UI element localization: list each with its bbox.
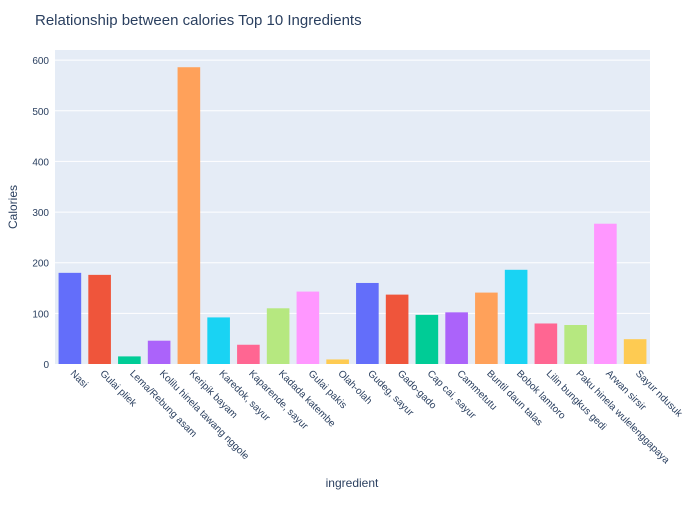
- gridlines: [55, 59, 650, 314]
- y-tick-label: 300: [32, 208, 49, 219]
- bar-5[interactable]: [177, 67, 201, 364]
- bar-1[interactable]: [58, 272, 82, 364]
- y-tick-label: 500: [32, 107, 49, 118]
- bar-19[interactable]: [594, 223, 617, 364]
- bar-17[interactable]: [534, 323, 558, 364]
- bar-13[interactable]: [415, 314, 439, 364]
- bar-10[interactable]: [326, 359, 349, 364]
- bar-4[interactable]: [147, 340, 171, 364]
- plot-area: [55, 50, 650, 364]
- bar-16[interactable]: [504, 269, 528, 364]
- y-tick-label: 600: [32, 56, 49, 67]
- bar-2[interactable]: [88, 274, 111, 364]
- y-tick-labels: 0 100 200 300 400 500 600: [32, 56, 49, 371]
- bar-20[interactable]: [623, 339, 647, 364]
- y-tick-label: 0: [43, 360, 49, 371]
- bar-15[interactable]: [475, 292, 498, 364]
- bar-7[interactable]: [237, 344, 260, 364]
- bar-18[interactable]: [564, 325, 587, 364]
- chart-title: Relationship between calories Top 10 Ing…: [35, 12, 362, 29]
- y-axis-title: Calories: [6, 185, 20, 229]
- bar-9[interactable]: [296, 291, 320, 364]
- y-tick-label: 100: [32, 309, 49, 320]
- x-tick-label: Nasi: [68, 368, 90, 390]
- y-tick-label: 200: [32, 259, 49, 270]
- x-axis-title: ingredient: [326, 476, 379, 490]
- bar-12[interactable]: [385, 294, 409, 364]
- y-tick-label: 400: [32, 157, 49, 168]
- bar-3[interactable]: [118, 356, 141, 364]
- bar-6[interactable]: [207, 317, 230, 364]
- bar-14[interactable]: [445, 312, 468, 364]
- bar-11[interactable]: [356, 282, 379, 364]
- x-tick-label: Karedok, sayur: [217, 368, 273, 424]
- bar-8[interactable]: [266, 308, 290, 364]
- bars: [58, 67, 647, 364]
